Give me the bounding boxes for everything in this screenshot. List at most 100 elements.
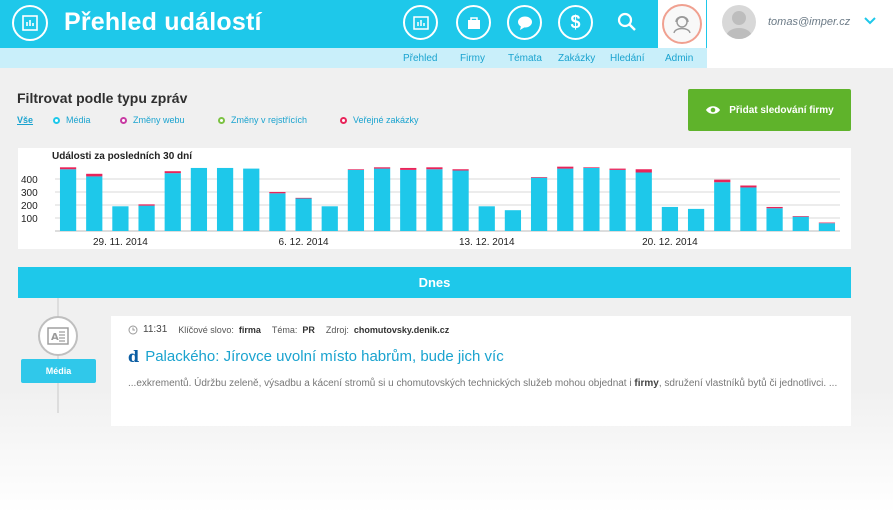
nav-label-companies[interactable]: Firmy [460, 53, 485, 64]
filter-public-contracts[interactable]: Veřejné zakázky [340, 115, 419, 125]
bar [609, 169, 626, 231]
bar [400, 169, 417, 231]
search-icon [617, 12, 636, 31]
nav-label-search[interactable]: Hledání [610, 53, 645, 64]
event-title-link[interactable]: d Palackého: Jírovce uvolní místo habrům… [128, 347, 504, 366]
bar [661, 206, 679, 231]
events-chart: 100 200 300 400 29. 11. 2014 6. 12. 2014 13. 1… [18, 148, 851, 249]
nav-label-contracts[interactable]: Zakázky [558, 53, 596, 64]
main-content: Filtrovat podle typu zpráv Vše Média Změ… [0, 68, 893, 513]
nav-label-overview[interactable]: Přehled [403, 53, 438, 64]
bar [478, 206, 495, 231]
bar [373, 168, 391, 231]
bar [818, 223, 836, 231]
article-icon: A [38, 316, 78, 356]
bar [766, 208, 783, 231]
snippet-before: ...exkrementů. Údržbu zeleně, výsadbu a … [128, 378, 635, 389]
nav-contracts-button[interactable]: $ [558, 5, 593, 40]
event-snippet: ...exkrementů. Údržbu zeleně, výsadbu a … [128, 376, 838, 392]
event-meta: 11:31 Klíčové slovo: firma Téma: PR Zdroj:… [128, 324, 449, 335]
filter-registry-changes[interactable]: Změny v rejstřících [218, 115, 307, 125]
x-tick-label: 29. 11. 2014 [93, 237, 148, 248]
events-chart-svg: 100 200 300 400 29. 11. 2014 6. 12. 2014 13. 1… [21, 166, 840, 248]
bar [321, 206, 338, 231]
bar-segment [164, 171, 181, 174]
bar [530, 177, 548, 231]
eye-icon [706, 106, 721, 114]
bar-segment [818, 222, 836, 224]
snippet-highlight: firmy [634, 378, 659, 389]
sub-nav: Přehled Firmy Témata Zakázky Hledání Adm… [0, 48, 893, 68]
nav-companies-button[interactable] [456, 5, 491, 40]
bar-segment [59, 167, 77, 170]
companies-icon [467, 16, 480, 29]
bar-segment [86, 173, 103, 177]
top-bar: Přehled událostí $ [0, 0, 893, 48]
topic-value: PR [302, 324, 315, 335]
y-tick-label: 100 [21, 214, 38, 225]
bar [635, 172, 652, 231]
bar [792, 216, 809, 231]
bar [557, 168, 574, 231]
bar [138, 205, 155, 231]
x-tick-label: 13. 12. 2014 [459, 237, 515, 248]
bar [504, 210, 522, 231]
add-company-tracking-button[interactable]: Přidat sledování firmy [688, 89, 851, 131]
nav-search-button[interactable] [614, 9, 640, 40]
nav-label-topics[interactable]: Témata [508, 53, 542, 64]
source-logo-icon: d [128, 347, 140, 366]
admin-icon [662, 4, 702, 44]
chevron-down-icon[interactable] [862, 12, 878, 33]
bar [190, 167, 208, 231]
event-title: Palackého: Jírovce uvolní místo habrům, … [145, 348, 504, 365]
y-tick-label: 300 [21, 188, 38, 199]
bar-segment [766, 206, 783, 209]
user-email: tomas@imper.cz [768, 16, 851, 28]
nav-label-admin[interactable]: Admin [665, 53, 694, 64]
filter-registry-changes-label: Změny v rejstřících [231, 115, 308, 125]
source-label: Zdroj: [325, 324, 349, 335]
bar [59, 169, 77, 231]
logo-icon[interactable] [12, 5, 48, 41]
nav-overview-button[interactable] [403, 5, 438, 40]
bar [714, 182, 731, 231]
bar-segment [452, 169, 469, 171]
bar [426, 169, 443, 231]
x-tick-label: 6. 12. 2014 [279, 237, 329, 248]
bar-segment [635, 169, 652, 173]
filter-media-label: Média [66, 115, 91, 125]
bar-segment [530, 177, 548, 178]
dollar-icon: $ [570, 12, 581, 32]
bar [452, 170, 469, 231]
topics-icon [517, 16, 532, 30]
user-menu[interactable]: tomas@imper.cz [707, 0, 893, 48]
snippet-after: , sdružení vlastníků bytů či jednotlivci… [658, 378, 838, 389]
y-tick-label: 400 [21, 175, 38, 186]
bar [269, 193, 286, 231]
chart-title: Události za posledních 30 dní [52, 151, 193, 162]
filter-media[interactable]: Média [53, 115, 91, 125]
bar-segment [557, 166, 574, 169]
page-title: Přehled událostí [64, 8, 262, 36]
source-value[interactable]: chomutovsky.denik.cz [353, 324, 450, 335]
y-tick-label: 200 [21, 201, 38, 212]
nav-admin-button[interactable] [658, 0, 706, 48]
event-card: 11:31 Klíčové slovo: firma Téma: PR Zdroj:… [111, 316, 851, 426]
contracts-dot-icon [340, 116, 347, 124]
filter-web-changes[interactable]: Změny webu [120, 115, 185, 125]
web-changes-dot-icon [120, 116, 127, 124]
bar [583, 167, 600, 231]
bar-segment [373, 167, 391, 169]
filter-all[interactable]: Vše [17, 115, 34, 125]
keyword-label: Klíčové slovo: [178, 324, 234, 335]
x-tick-label: 20. 12. 2014 [642, 237, 698, 248]
bar-segment [714, 179, 731, 183]
nav-topics-button[interactable] [507, 5, 542, 40]
event-type-badge: Média [21, 359, 96, 383]
today-divider: Dnes [18, 267, 851, 298]
bar-segment [426, 167, 443, 170]
bar [216, 167, 234, 231]
bar-segment [269, 192, 286, 194]
bar-segment [740, 185, 757, 188]
topic-label: Téma: [271, 324, 298, 335]
